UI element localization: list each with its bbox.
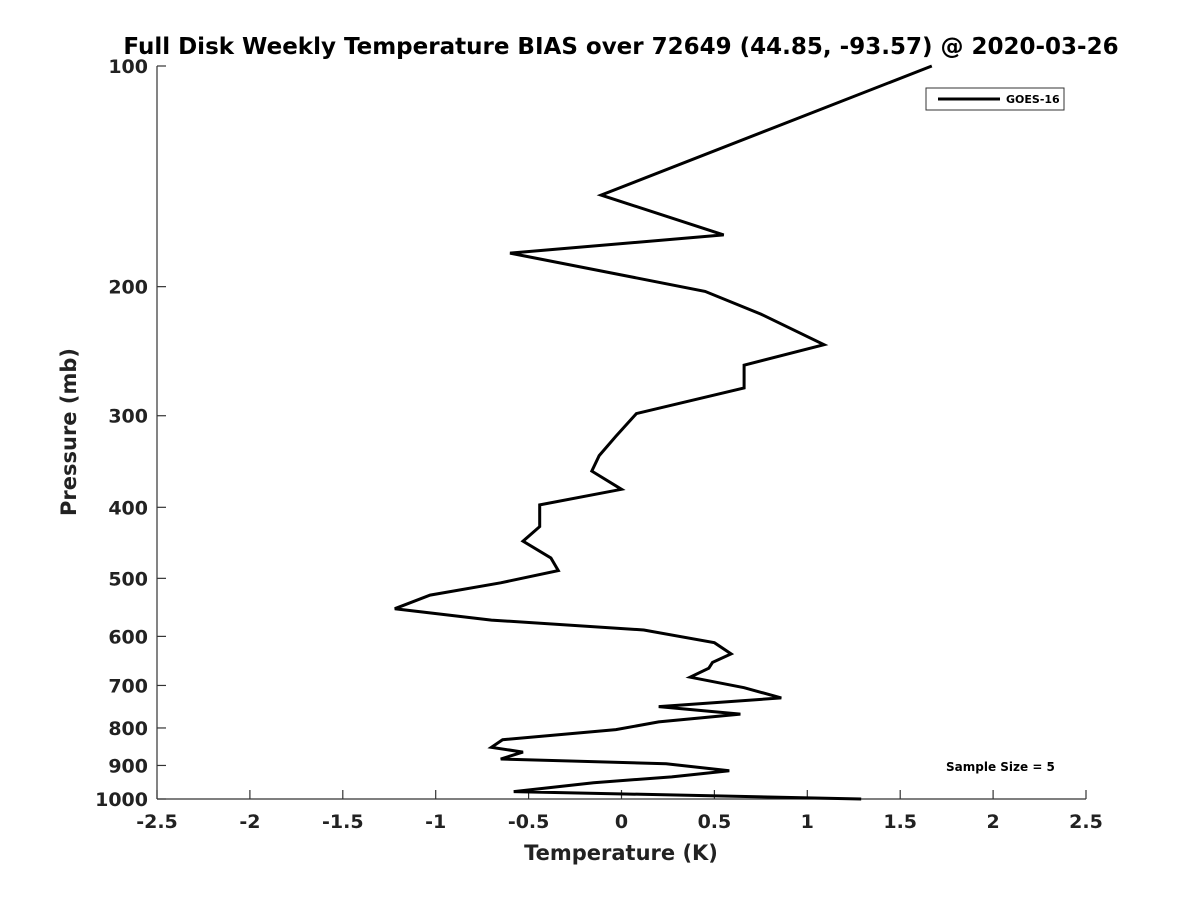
x-axis-label: Temperature (K) xyxy=(524,841,718,865)
chart-title: Full Disk Weekly Temperature BIAS over 7… xyxy=(123,34,1118,60)
y-tick-label: 300 xyxy=(108,406,148,428)
x-tick-label: 0.5 xyxy=(698,811,732,833)
y-tick-label: 900 xyxy=(108,755,148,777)
x-tick-label: -2 xyxy=(239,811,260,833)
y-tick-label: 1000 xyxy=(95,789,148,811)
y-tick-label: 800 xyxy=(108,718,148,740)
legend: GOES-16 xyxy=(925,87,1065,111)
plot-frame xyxy=(156,66,1086,800)
x-tick-label: 2 xyxy=(986,811,999,833)
y-tick-label: 500 xyxy=(108,568,148,590)
y-tick-label: 100 xyxy=(108,56,148,78)
x-tick-label: -0.5 xyxy=(508,811,550,833)
x-tick-label: -1.5 xyxy=(322,811,364,833)
series-line-goes-16 xyxy=(394,64,933,801)
x-tick-label: -1 xyxy=(425,811,446,833)
y-axis-ticks: 100 200 300 400 500 600 700 800 900 1000 xyxy=(95,56,166,811)
x-tick-label: 1.5 xyxy=(883,811,917,833)
y-tick-label: 700 xyxy=(108,675,148,697)
x-tick-label: 1 xyxy=(801,811,814,833)
sample-size-annotation: Sample Size = 5 xyxy=(946,760,1055,774)
x-axis-ticks: -2.5 -2 -1.5 -1 -0.5 0 0.5 1 1.5 2 2.5 xyxy=(136,790,1103,833)
x-tick-label: -2.5 xyxy=(136,811,178,833)
x-tick-label: 0 xyxy=(615,811,628,833)
legend-entry: GOES-16 xyxy=(1006,93,1060,106)
y-tick-label: 400 xyxy=(108,497,148,519)
x-tick-label: 2.5 xyxy=(1069,811,1103,833)
y-tick-label: 600 xyxy=(108,626,148,648)
y-axis-label: Pressure (mb) xyxy=(57,348,81,516)
y-tick-label: 200 xyxy=(108,277,148,299)
